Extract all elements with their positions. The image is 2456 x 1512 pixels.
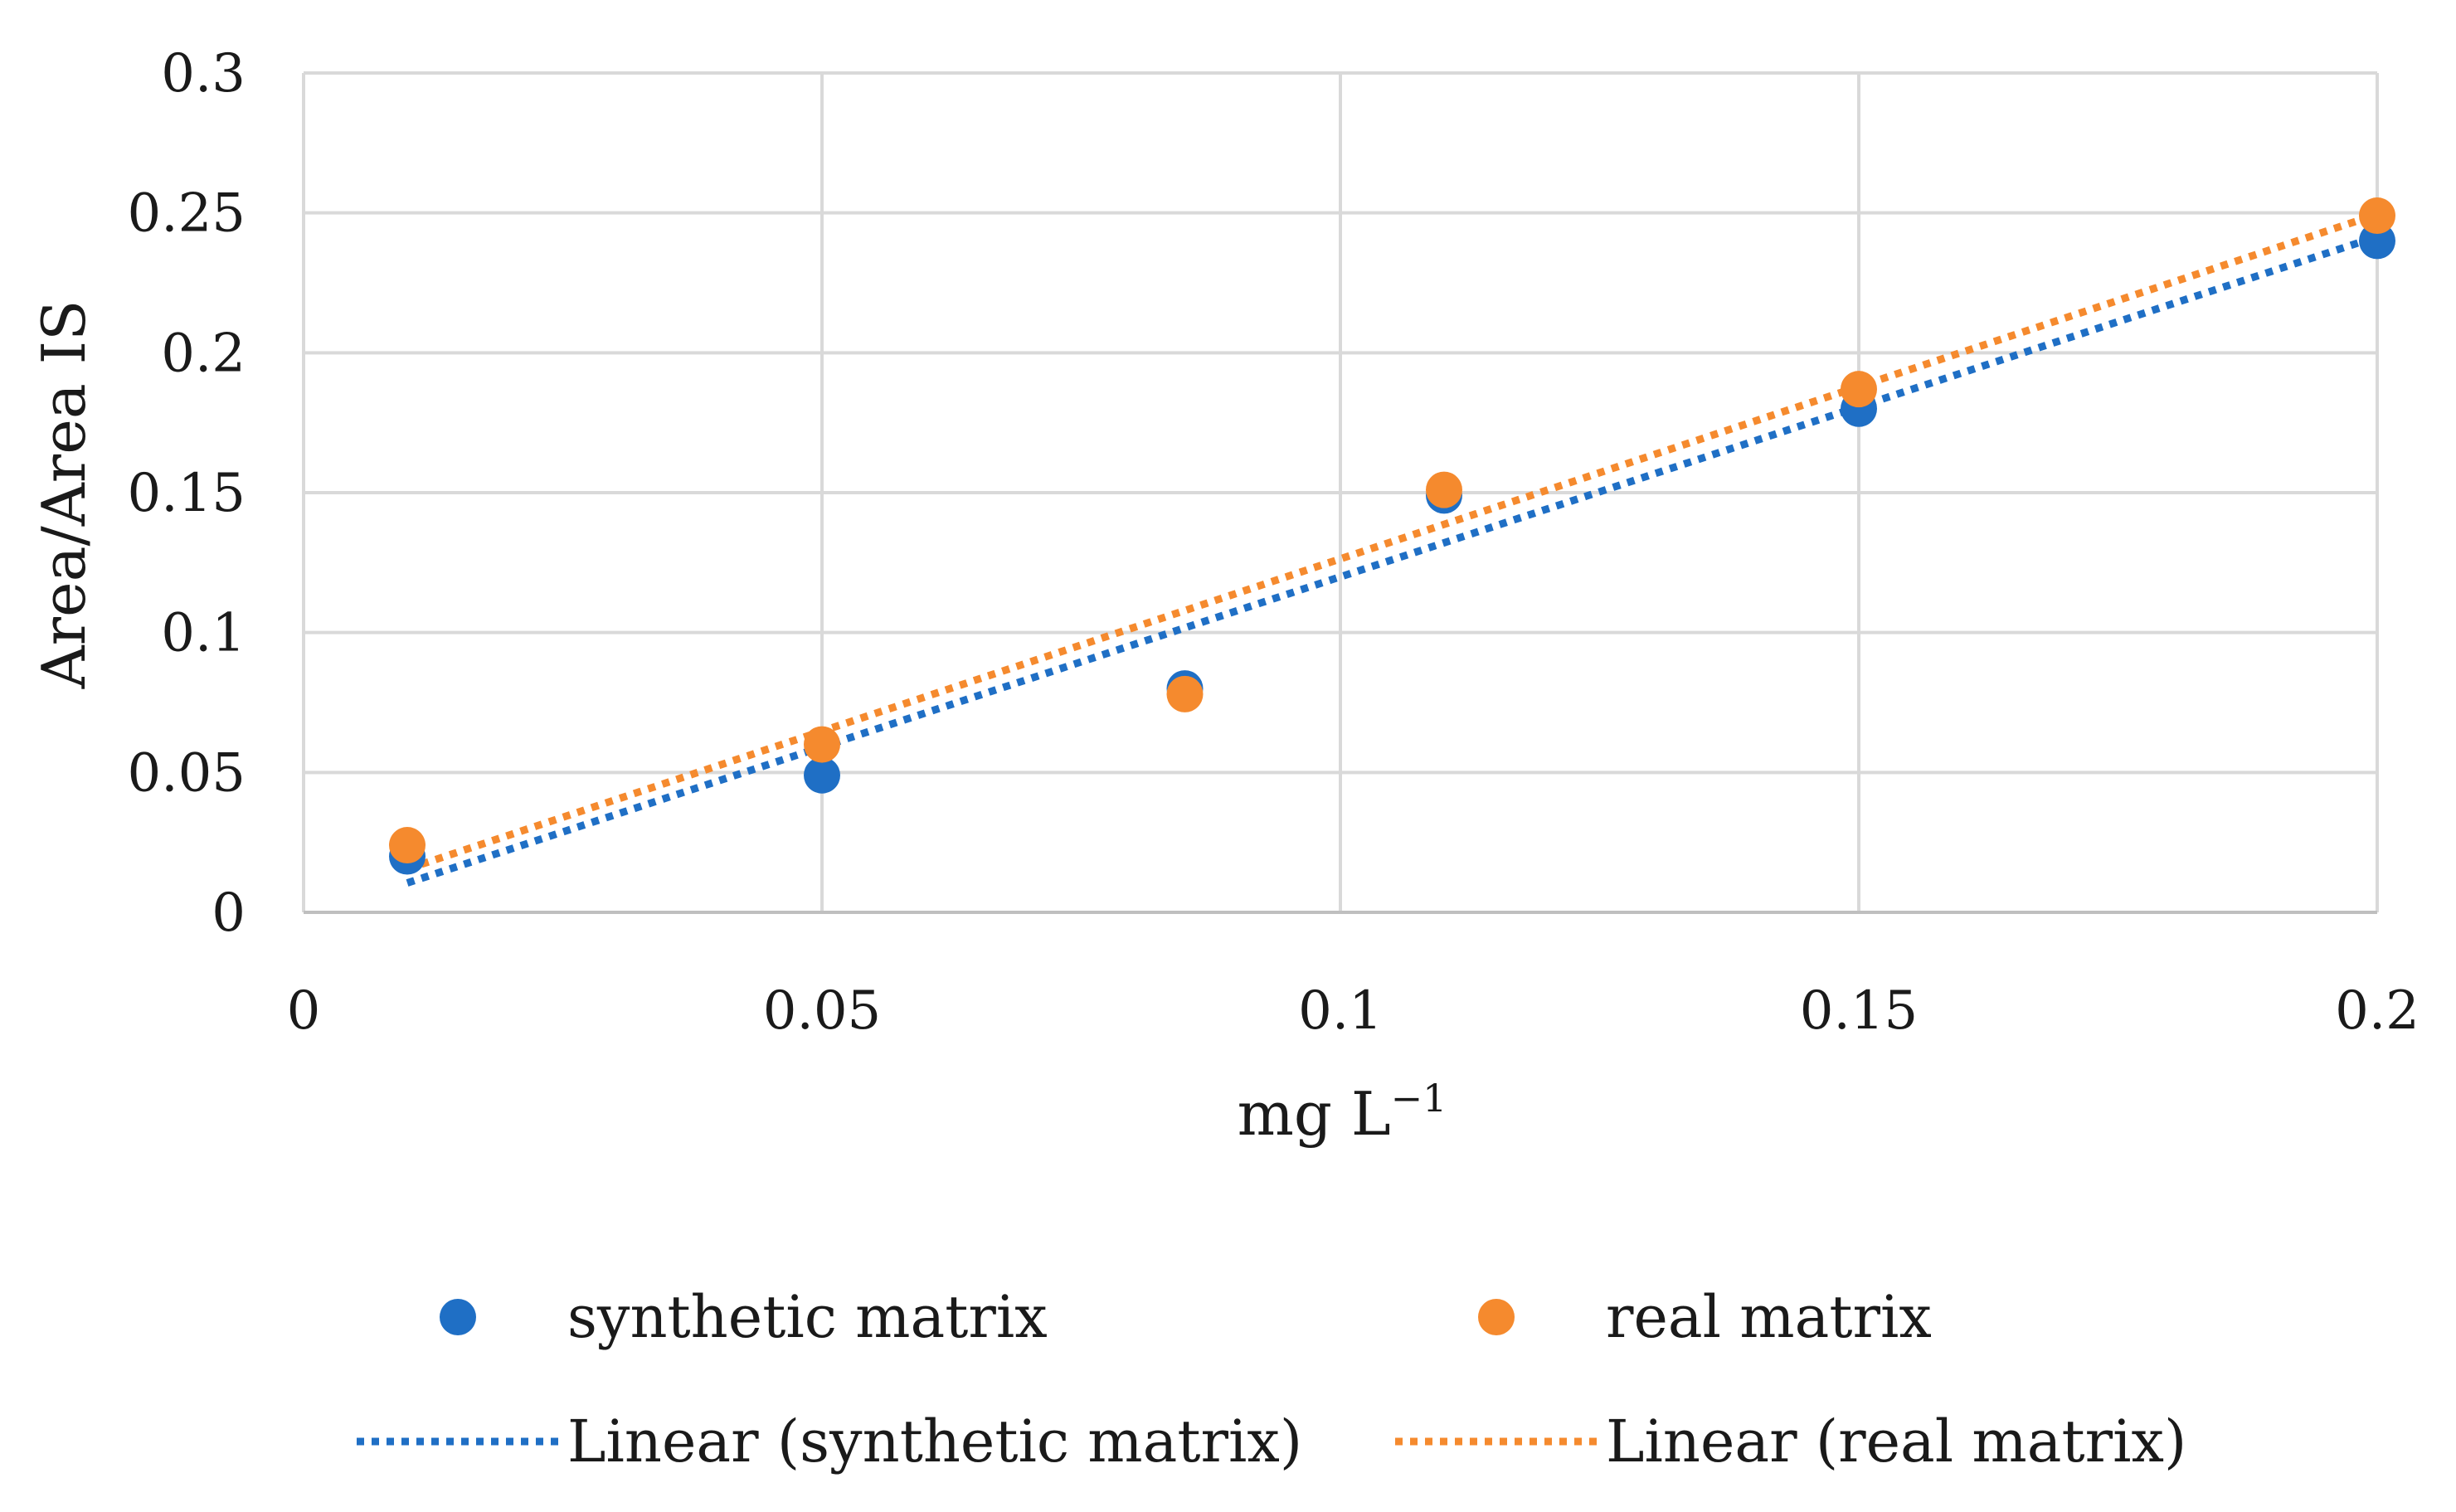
legend: synthetic matrix real matrix Linear (synth… (357, 1283, 2186, 1476)
legend-label: synthetic matrix (567, 1283, 1048, 1351)
x-tick-labels: 0 0.05 0.1 0.15 0.2 (287, 980, 2420, 1042)
data-point (1426, 471, 1462, 508)
legend-label: Linear (real matrix) (1606, 1407, 2186, 1476)
y-tick-label: 0.05 (128, 742, 246, 804)
x-tick-label: 0.2 (2335, 980, 2420, 1042)
legend-label: real matrix (1606, 1283, 1932, 1351)
trendlines (406, 211, 2379, 887)
data-point (804, 756, 840, 794)
legend-label: Linear (synthetic matrix) (567, 1407, 1302, 1476)
data-point (2359, 222, 2395, 260)
x-tick-label: 0.05 (763, 980, 882, 1042)
trendline (406, 211, 2379, 873)
data-point (389, 827, 426, 864)
x-axis-title: mg L−1 (1238, 1076, 1447, 1149)
x-tick-label: 0.1 (1298, 980, 1383, 1042)
y-tick-label: 0.1 (161, 603, 246, 664)
x-tick-label: 0.15 (1800, 980, 1919, 1042)
data-point (1841, 371, 1877, 408)
y-tick-label: 0 (212, 882, 246, 944)
data-points (389, 197, 2395, 875)
data-point (1166, 675, 1204, 712)
legend-marker (440, 1299, 476, 1335)
y-tick-labels: 0 0.05 0.1 0.15 0.2 0.25 0.3 (128, 43, 246, 944)
legend-marker (1478, 1299, 1515, 1335)
x-axis-title-superscript: −1 (1391, 1076, 1447, 1121)
y-tick-label: 0.25 (128, 183, 246, 245)
y-tick-label: 0.15 (128, 463, 246, 524)
x-tick-label: 0 (287, 980, 321, 1042)
x-axis-title-main: mg L (1238, 1079, 1391, 1149)
grid (302, 71, 2379, 914)
data-point (2359, 197, 2395, 235)
y-axis-title: Area/Area IS (29, 300, 99, 690)
y-tick-label: 0.2 (161, 323, 246, 384)
data-point (804, 726, 840, 763)
trendline (406, 233, 2379, 887)
y-tick-label: 0.3 (161, 43, 246, 105)
